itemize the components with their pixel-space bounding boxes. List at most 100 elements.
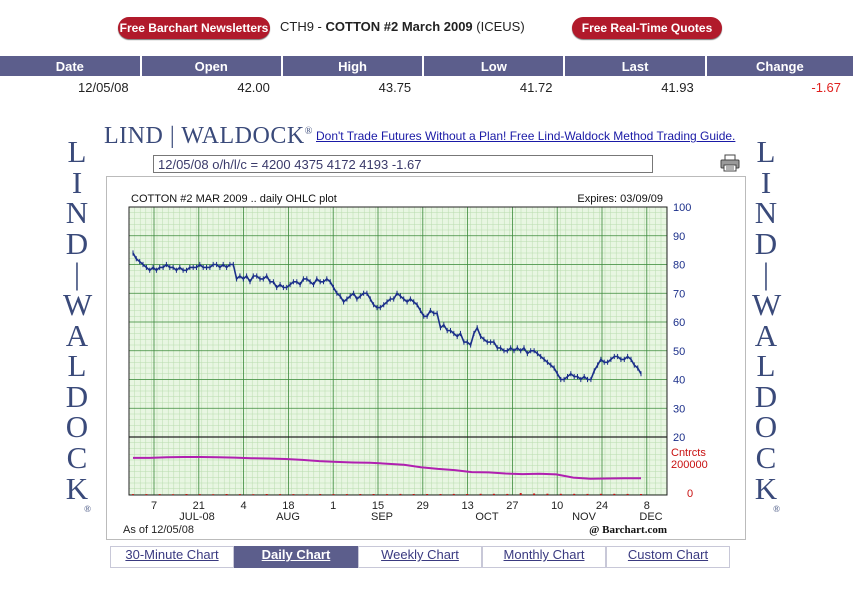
volume-bar	[466, 494, 469, 495]
volume-bar	[546, 493, 549, 495]
tab-weekly-chart[interactable]: Weekly Chart	[358, 546, 482, 568]
open-interest-line	[133, 456, 641, 480]
trading-guide-link[interactable]: Don't Trade Futures Without a Plan! Free…	[316, 129, 736, 143]
chart-title: COTTON #2 MAR 2009 .. daily OHLC plot	[131, 193, 337, 205]
tab-30-minute-chart[interactable]: 30-Minute Chart	[110, 546, 234, 568]
printer-icon[interactable]	[720, 154, 740, 172]
cell-high: 43.75	[378, 79, 412, 95]
col-high: High	[281, 56, 425, 76]
volume-bar	[533, 493, 536, 495]
x-tick-label: 8	[644, 500, 650, 512]
tab-custom-chart[interactable]: Custom Chart	[606, 546, 730, 568]
tab-monthly-chart[interactable]: Monthly Chart	[482, 546, 606, 568]
month-label: JUL-08	[179, 511, 214, 523]
logo-text: LIND | WALDOCK	[104, 123, 305, 149]
lower-axis-zero: 0	[687, 488, 693, 500]
realtime-quotes-button[interactable]: Free Real-Time Quotes	[572, 17, 722, 39]
col-last: Last	[564, 56, 707, 76]
price-tick-label: 90	[673, 231, 685, 243]
cell-low: 41.72	[519, 79, 553, 95]
x-tick-label: 4	[241, 500, 247, 512]
x-tick-label: 18	[282, 500, 294, 512]
volume-bar	[640, 494, 642, 495]
volume-bar	[132, 494, 134, 495]
quote-table-header: Date Open High Low Last Change	[0, 56, 853, 76]
price-tick-label: 40	[673, 375, 685, 387]
ohlc-readout: 12/05/08 o/h/l/c = 4200 4375 4172 4193 -…	[153, 155, 653, 173]
tab-daily-chart[interactable]: Daily Chart	[234, 546, 358, 568]
volume-bar	[265, 494, 268, 495]
volume-bar	[492, 493, 495, 495]
x-tick-label: 7	[151, 500, 157, 512]
volume-bar	[399, 493, 402, 495]
x-tick-label: 24	[596, 500, 608, 512]
price-tick-label: 20	[673, 432, 685, 444]
volume-bar	[439, 494, 442, 495]
price-tick-label: 100	[673, 202, 691, 214]
x-tick-label: 13	[461, 500, 473, 512]
volume-bar	[145, 494, 148, 495]
volume-bar	[372, 494, 375, 495]
x-tick-label: 15	[372, 500, 384, 512]
month-label: AUG	[276, 511, 300, 523]
chart-tabs: 30-Minute Chart Daily Chart Weekly Chart…	[110, 546, 730, 568]
price-chart: COTTON #2 MAR 2009 .. daily OHLC plot Exp…	[123, 193, 708, 536]
month-label: OCT	[475, 511, 499, 523]
volume-bar	[479, 493, 482, 495]
source-label: @ Barchart.com	[589, 524, 667, 536]
volume-bar	[519, 493, 522, 495]
lower-axis-label: Cntrcts	[671, 447, 706, 459]
cell-date: 12/05/08	[78, 79, 129, 95]
expires-label: Expires: 03/09/09	[577, 193, 663, 205]
volume-bar	[559, 493, 562, 495]
table-row: 12/05/08 42.00 43.75 41.72 41.93 -1.67	[0, 76, 853, 98]
plot-border	[128, 206, 668, 496]
price-tick-label: 80	[673, 260, 685, 272]
x-tick-label: 10	[551, 500, 563, 512]
volume-bar	[172, 494, 175, 495]
volume-bar	[626, 493, 629, 495]
price-tick-label: 70	[673, 288, 685, 300]
volume-bar	[198, 494, 201, 495]
lind-waldock-side-logo-right: L I N D | W A L D O C K ®	[752, 134, 782, 515]
month-label: NOV	[572, 511, 597, 523]
lind-waldock-side-logo-left: L I N D | W A L D O C K ®	[63, 134, 93, 515]
price-tick-label: 30	[673, 403, 685, 415]
col-open: Open	[140, 56, 283, 76]
month-label: SEP	[371, 511, 393, 523]
cell-last: 41.93	[661, 79, 694, 95]
as-of-label: As of 12/05/08	[123, 524, 194, 536]
symbol-code: CTH9 -	[280, 19, 322, 34]
price-tick-label: 60	[673, 317, 685, 329]
volume-bar	[573, 493, 576, 495]
quote-table: Date Open High Low Last Change 12/05/08 …	[0, 56, 853, 98]
col-date: Date	[0, 56, 142, 76]
volume-bar	[586, 493, 589, 495]
chart-frame: COTTON #2 MAR 2009 .. daily OHLC plot Exp…	[106, 176, 746, 540]
volume-bar	[345, 494, 348, 495]
volume-bar	[185, 494, 188, 495]
volume-bar	[452, 493, 455, 495]
volume-bar	[225, 494, 228, 495]
volume-bar	[613, 493, 616, 495]
contract-name: COTTON #2 March 2009	[325, 19, 473, 34]
price-tick-label: 50	[673, 346, 685, 358]
exchange-code: (ICEUS)	[476, 19, 525, 34]
volume-bar	[305, 494, 308, 495]
newsletters-button[interactable]: Free Barchart Newsletters	[118, 17, 270, 39]
volume-bar	[412, 494, 415, 495]
x-tick-label: 29	[417, 500, 429, 512]
registered-mark: ®	[304, 126, 313, 137]
x-tick-label: 27	[506, 500, 518, 512]
month-label: DEC	[639, 511, 662, 523]
lind-waldock-logo: LIND | WALDOCK®	[104, 123, 313, 150]
x-tick-label: 1	[330, 500, 336, 512]
volume-bar	[292, 494, 295, 495]
cell-change: -1.67	[811, 79, 841, 95]
volume-bar	[212, 494, 215, 495]
volume-bar	[359, 494, 362, 495]
volume-bar	[319, 494, 322, 495]
volume-bar	[238, 494, 241, 495]
volume-bar	[426, 494, 429, 495]
volume-bar	[158, 494, 161, 495]
